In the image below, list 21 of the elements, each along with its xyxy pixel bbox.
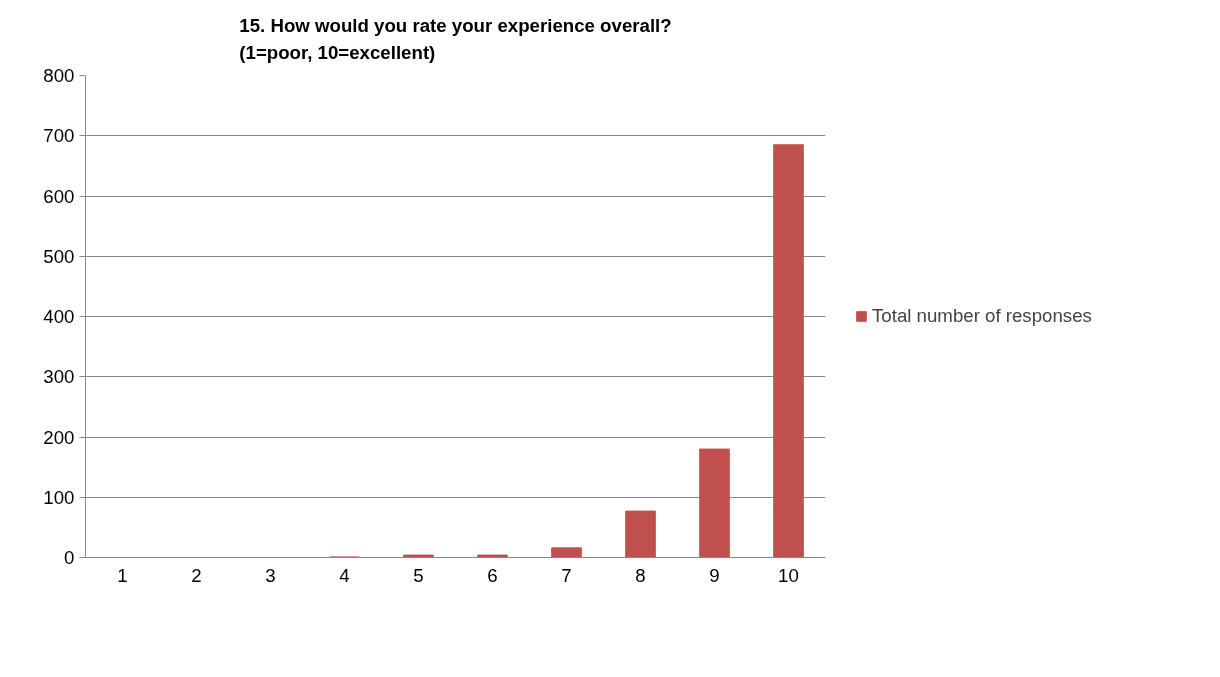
y-tick-label: 300 <box>43 366 75 388</box>
y-tick-label: 600 <box>43 185 75 207</box>
y-tick-label: 500 <box>43 245 75 267</box>
y-tick-label: 0 <box>64 547 75 568</box>
x-tick-label: 1 <box>117 564 128 586</box>
x-tick-label: 6 <box>487 564 498 586</box>
y-tick-label: 100 <box>43 486 75 508</box>
y-tick-label: 800 <box>43 65 75 86</box>
x-tick-label: 7 <box>561 564 572 586</box>
x-tick-label: 3 <box>265 564 276 586</box>
legend-label: Total number of responses <box>872 305 1092 327</box>
y-tick-label: 700 <box>43 125 75 147</box>
x-tick-label: 4 <box>339 564 350 586</box>
x-tick-label: 9 <box>709 564 720 586</box>
y-tick-label: 200 <box>43 426 75 448</box>
chart-title: 15. How would you rate your experience overall? (1=poor, 10=excellent) <box>239 14 672 63</box>
x-tick-label: 5 <box>413 564 424 586</box>
x-tick-label: 8 <box>635 564 646 586</box>
x-tick-label: 2 <box>191 564 202 586</box>
y-tick-label: 400 <box>43 306 75 327</box>
x-tick-label: 10 <box>778 564 799 586</box>
